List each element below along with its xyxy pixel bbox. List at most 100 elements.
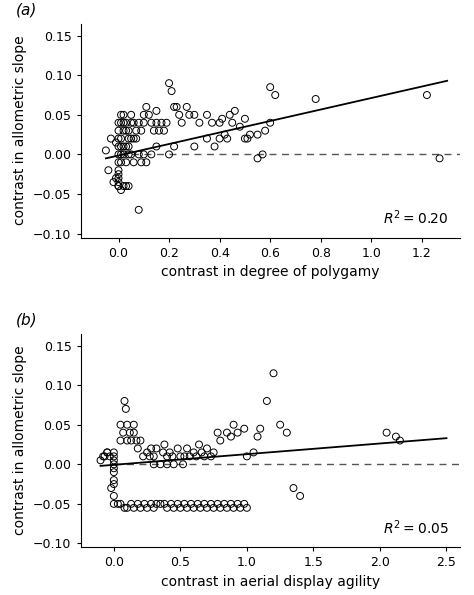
Point (177, 452, 184, 461)
Point (197, 503, 204, 512)
Point (109, 177, 117, 187)
Point (135, 205, 143, 215)
Point (383, 428, 391, 437)
Text: $R^2 = 0.05$: $R^2 = 0.05$ (383, 518, 448, 537)
Point (130, 420, 137, 430)
Point (214, 499, 221, 509)
Point (117, 420, 124, 430)
Point (143, 447, 151, 457)
Point (167, 499, 175, 509)
Point (128, 134, 135, 143)
Point (150, 452, 157, 461)
Point (175, 110, 183, 120)
Point (100, 452, 107, 461)
Point (261, 126, 269, 136)
Point (135, 118, 143, 127)
Point (163, 459, 171, 469)
Point (115, 126, 122, 136)
Text: $R^2 = 0.20$: $R^2 = 0.20$ (383, 208, 448, 227)
Point (203, 503, 211, 512)
Point (156, 459, 164, 469)
Point (254, 154, 261, 163)
Point (112, 173, 120, 183)
Point (166, 447, 173, 457)
Point (139, 452, 147, 461)
Point (210, 447, 218, 457)
Point (120, 110, 128, 120)
Point (143, 102, 150, 112)
Point (140, 110, 147, 120)
Point (122, 126, 130, 136)
Point (396, 436, 404, 445)
Point (217, 436, 224, 445)
Point (221, 130, 228, 139)
Point (160, 126, 168, 136)
Point (196, 118, 203, 127)
Point (170, 142, 178, 151)
Point (220, 499, 228, 509)
Point (153, 499, 160, 509)
Point (210, 503, 218, 512)
Point (177, 503, 184, 512)
Point (125, 126, 132, 136)
Point (203, 444, 211, 453)
Point (155, 126, 163, 136)
Point (128, 110, 135, 120)
Point (150, 126, 158, 136)
Point (168, 86, 175, 96)
Point (122, 181, 130, 191)
X-axis label: contrast in degree of polygamy: contrast in degree of polygamy (161, 265, 379, 279)
Point (115, 158, 122, 167)
Point (183, 503, 191, 512)
Point (137, 436, 144, 445)
Point (243, 452, 251, 461)
Point (117, 118, 125, 127)
Point (153, 106, 160, 115)
Point (207, 499, 215, 509)
Point (123, 436, 131, 445)
Point (183, 102, 191, 112)
Point (231, 106, 238, 115)
Point (191, 142, 198, 151)
Point (117, 142, 125, 151)
Point (101, 452, 109, 461)
Point (147, 118, 155, 127)
Point (208, 118, 216, 127)
Point (241, 114, 249, 124)
Point (132, 126, 140, 136)
Point (254, 130, 261, 139)
Point (123, 420, 131, 430)
Point (423, 90, 431, 100)
Point (191, 110, 198, 120)
Point (187, 499, 195, 509)
Point (120, 142, 128, 151)
Point (122, 404, 129, 414)
Point (130, 428, 137, 437)
Point (178, 118, 185, 127)
Point (207, 452, 215, 461)
Point (105, 165, 112, 175)
Point (254, 432, 261, 441)
Point (227, 432, 235, 441)
Point (216, 134, 223, 143)
Point (216, 118, 223, 127)
Point (134, 499, 142, 509)
Point (230, 503, 237, 512)
Point (115, 165, 122, 175)
Point (117, 110, 125, 120)
Point (147, 499, 155, 509)
Point (165, 79, 173, 88)
Point (103, 447, 111, 457)
Point (241, 134, 249, 143)
Point (110, 475, 118, 485)
Point (147, 444, 155, 453)
Point (102, 146, 109, 155)
Point (103, 447, 111, 457)
Point (130, 118, 137, 127)
Point (110, 447, 118, 457)
Point (159, 447, 167, 457)
Point (240, 424, 248, 433)
Point (163, 118, 170, 127)
Point (140, 150, 147, 159)
Point (110, 459, 118, 469)
